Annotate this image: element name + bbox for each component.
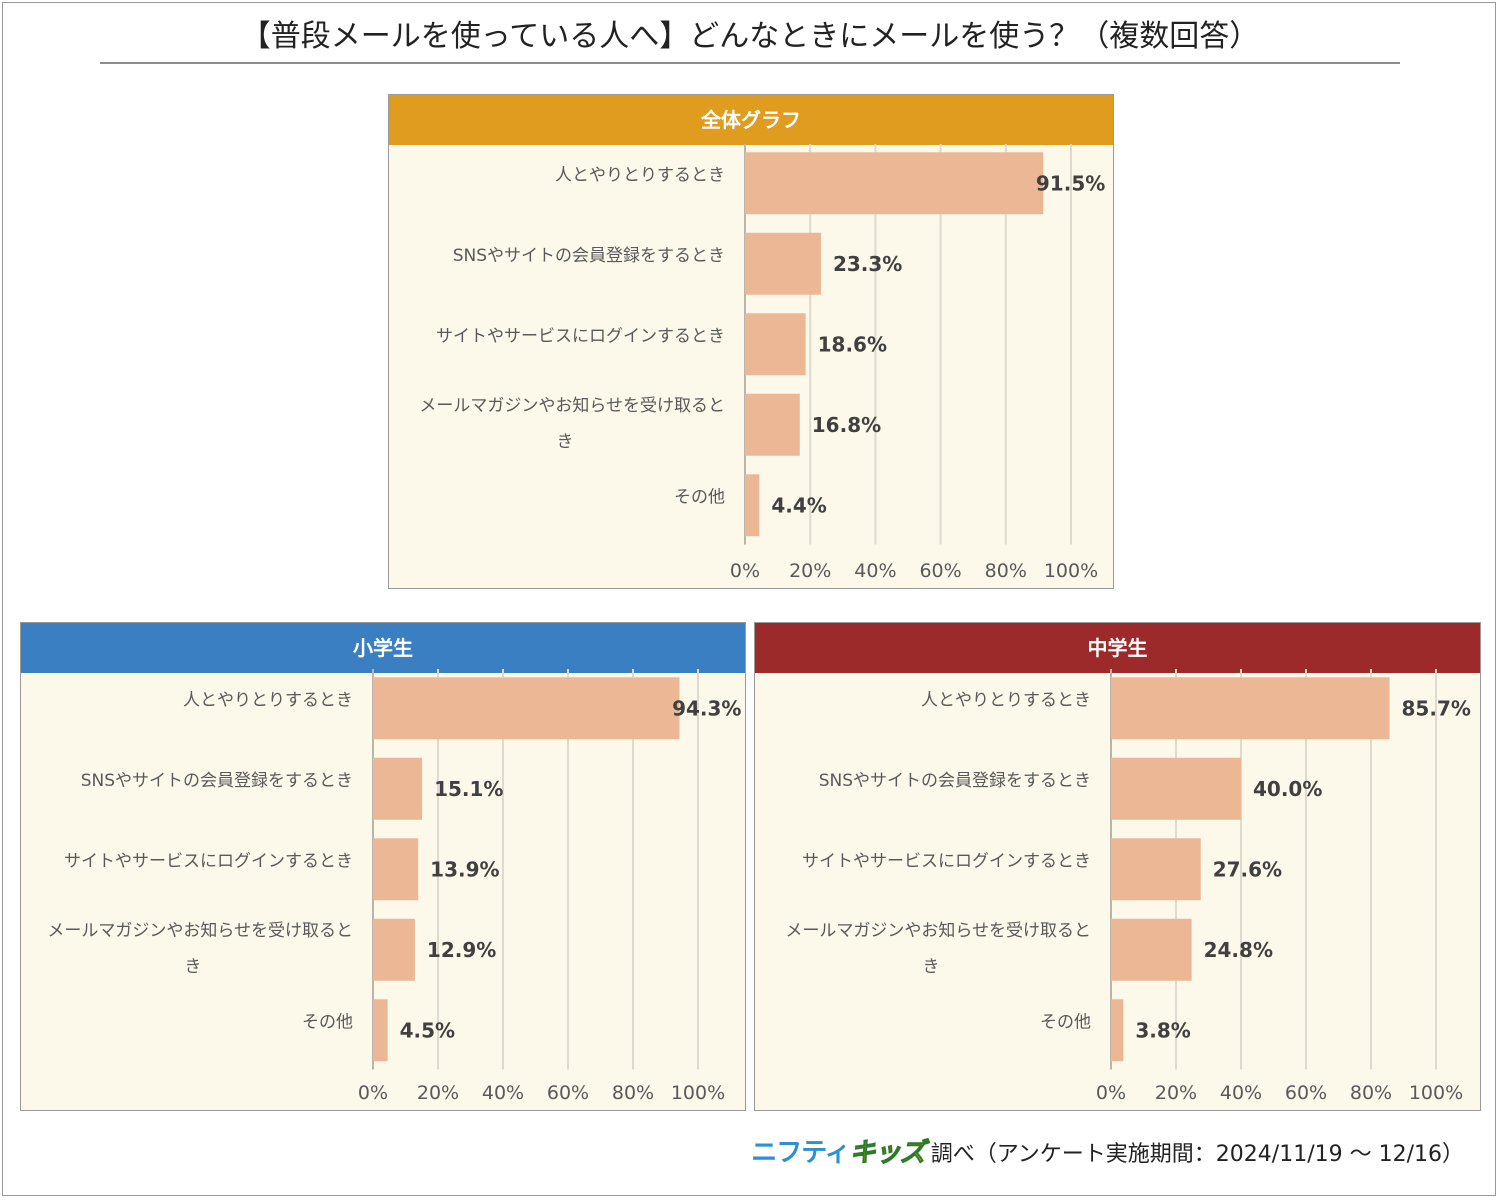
x-tick-label: 60% — [919, 560, 961, 582]
data-label: 23.3% — [833, 252, 902, 276]
category-label: その他 — [674, 487, 725, 507]
category-label: メールマガジンやお知らせを受け取ると — [419, 396, 725, 416]
x-tick-label: 60% — [547, 1082, 589, 1104]
x-tick-label: 0% — [1096, 1082, 1126, 1104]
category-label: サイトやサービスにログインするとき — [436, 326, 725, 346]
junior-high-chart-panel: 中学生 0% 20% 40% 60% 80% 100% 人とやりとりするとき 85.7% SNS… — [754, 622, 1481, 1111]
x-tick-label: 100% — [671, 1082, 725, 1104]
data-label: 85.7% — [1402, 696, 1471, 720]
x-tick-label: 80% — [1350, 1082, 1392, 1104]
bar — [1111, 838, 1201, 901]
category-label: メールマガジンやお知らせを受け取ると — [47, 921, 353, 941]
category-label: き — [923, 957, 940, 977]
x-tick-label: 80% — [985, 560, 1027, 582]
x-tick-label: 0% — [358, 1082, 388, 1104]
category-label: 人とやりとりするとき — [555, 165, 725, 185]
category-label: SNSやサイトの会員登録をするとき — [819, 771, 1091, 791]
data-label: 40.0% — [1253, 777, 1322, 801]
data-label: 15.1% — [434, 777, 503, 801]
data-label: 12.9% — [427, 938, 496, 962]
bar — [1111, 757, 1241, 820]
data-label: 16.8% — [812, 413, 881, 437]
x-tick-label: 60% — [1285, 1082, 1327, 1104]
x-tick-label: 40% — [854, 560, 896, 582]
elementary-bar-chart: 0% 20% 40% 60% 80% 100% 人とやりとりするとき 94.3% SNSやサイト… — [47, 669, 741, 1104]
category-label: き — [557, 432, 574, 452]
category-label: メールマガジンやお知らせを受け取ると — [785, 921, 1091, 941]
data-label: 24.8% — [1204, 938, 1273, 962]
category-label: SNSやサイトの会員登録をするとき — [81, 771, 353, 791]
category-label: 人とやりとりするとき — [183, 690, 353, 710]
x-tick-label: 100% — [1409, 1082, 1463, 1104]
bar — [745, 232, 821, 295]
data-label: 91.5% — [1036, 171, 1105, 195]
source-footer: ニフティキッズ 調べ（アンケート実施期間：2024/11/19 ～ 12/16） — [751, 1136, 1464, 1170]
x-tick-label: 100% — [1044, 560, 1098, 582]
data-label: 4.4% — [771, 493, 826, 517]
x-tick-label: 80% — [612, 1082, 654, 1104]
data-label: 4.5% — [400, 1018, 455, 1042]
logo-text-kids: キッズ — [849, 1138, 926, 1169]
bar — [373, 838, 419, 901]
bar — [1111, 999, 1124, 1062]
bar — [373, 757, 423, 820]
data-label: 27.6% — [1213, 857, 1282, 881]
x-tick-label: 20% — [789, 560, 831, 582]
logo-text-nifty: ニフティ — [751, 1138, 850, 1168]
category-label: き — [185, 957, 202, 977]
overall-chart-panel: 全体グラフ 0% 20% 40% 60% 80% 100% 人とやりとりするとき 91.5% S… — [388, 94, 1114, 589]
bar — [373, 999, 388, 1062]
x-tick-label: 40% — [482, 1082, 524, 1104]
category-label: サイトやサービスにログインするとき — [64, 851, 353, 871]
x-tick-label: 20% — [417, 1082, 459, 1104]
category-label: SNSやサイトの会員登録をするとき — [453, 246, 725, 266]
category-label: その他 — [1040, 1012, 1091, 1032]
bar — [373, 918, 415, 981]
bar — [745, 152, 1044, 215]
bar — [745, 474, 760, 537]
junior-high-bar-chart: 0% 20% 40% 60% 80% 100% 人とやりとりするとき 85.7% SNSやサイト… — [785, 669, 1471, 1104]
bar — [373, 677, 680, 740]
x-tick-label: 20% — [1155, 1082, 1197, 1104]
data-label: 94.3% — [672, 696, 741, 720]
bar — [1111, 918, 1192, 981]
category-label: サイトやサービスにログインするとき — [802, 851, 1091, 871]
x-tick-label: 40% — [1220, 1082, 1262, 1104]
category-label: 人とやりとりするとき — [921, 690, 1091, 710]
page-title: 【普段メールを使っている人へ】どんなときにメールを使う？（複数回答） — [100, 14, 1400, 64]
bar — [745, 313, 806, 376]
category-label: その他 — [302, 1012, 353, 1032]
bar — [1111, 677, 1390, 740]
data-label: 3.8% — [1135, 1018, 1190, 1042]
junior-high-chart-title: 中学生 — [755, 623, 1480, 673]
bar — [745, 393, 800, 456]
elementary-chart-panel: 小学生 0% 20% 40% 60% 80% 100% 人とやりとりするとき 94.3% SNS… — [20, 622, 746, 1111]
elementary-chart-title: 小学生 — [21, 623, 745, 673]
overall-chart-title: 全体グラフ — [389, 95, 1113, 145]
data-label: 18.6% — [818, 332, 887, 356]
data-label: 13.9% — [430, 857, 499, 881]
x-tick-label: 0% — [730, 560, 760, 582]
source-text: 調べ（アンケート実施期間：2024/11/19 ～ 12/16） — [930, 1142, 1464, 1167]
overall-bar-chart: 0% 20% 40% 60% 80% 100% 人とやりとりするとき 91.5% SNSやサイト… — [419, 144, 1105, 582]
